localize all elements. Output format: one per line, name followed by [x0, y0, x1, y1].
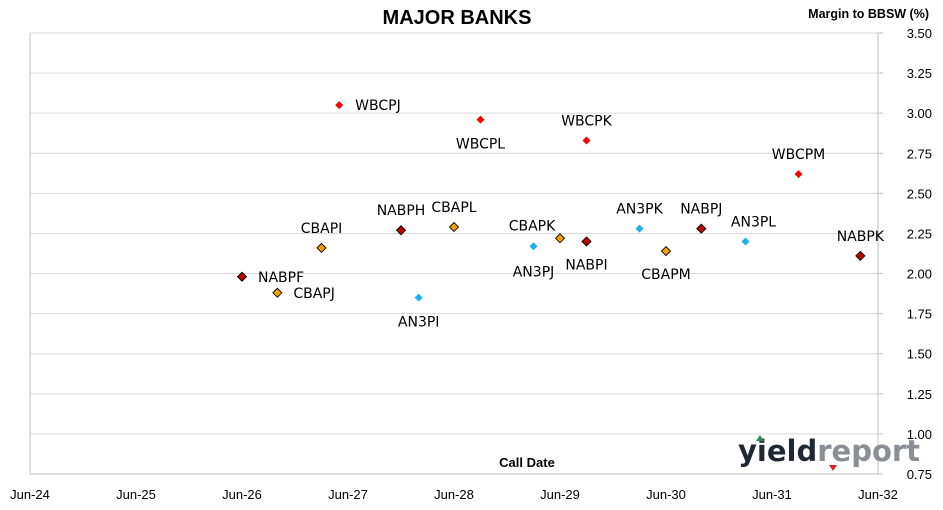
label-an3pl: AN3PL — [731, 214, 776, 230]
label-cbapj: CBAPJ — [293, 286, 335, 302]
point-an3pj — [529, 242, 538, 251]
point-an3pk — [635, 224, 644, 233]
y-tick-label: 1.00 — [907, 427, 932, 442]
logo-up-arrow-icon — [756, 435, 764, 441]
point-cbapj — [272, 287, 283, 298]
point-cbapk — [554, 233, 566, 244]
y-tick-label: 0.75 — [907, 467, 932, 482]
x-axis-ticks: Jun-24 Jun-25 Jun-26 Jun-27 Jun-28 Jun-29 Jun-… — [10, 487, 898, 502]
y-tick-label: 3.00 — [907, 106, 932, 121]
x-tick-label: Jun-28 — [434, 487, 474, 502]
chart-title: MAJOR BANKS — [383, 7, 532, 29]
point-wbcpm — [794, 170, 803, 179]
y-tick-label: 2.25 — [907, 226, 932, 241]
label-nabpi: NABPI — [565, 257, 607, 273]
point-nabph — [395, 225, 407, 236]
gridlines — [30, 32, 878, 435]
logo-text-light: report — [817, 434, 920, 468]
point-an3pi — [414, 293, 423, 302]
label-an3pk: AN3PK — [616, 202, 663, 218]
point-nabpj — [696, 223, 707, 234]
point-cbapi — [316, 242, 327, 254]
y-tick-label: 3.25 — [907, 66, 932, 81]
label-cbapk: CBAPK — [509, 218, 556, 234]
point-nabpk — [855, 250, 866, 262]
label-an3pj: AN3PJ — [513, 264, 555, 280]
label-nabph: NABPH — [377, 203, 426, 219]
y-tick-label: 1.25 — [907, 387, 932, 402]
x-tick-label: Jun-32 — [858, 487, 898, 502]
label-wbcpk: WBCPK — [561, 113, 612, 129]
label-wbcpm: WBCPM — [772, 147, 826, 163]
point-wbcpk — [582, 136, 591, 145]
point-nabpf — [236, 271, 248, 282]
y-axis-ticks: 0.75 1.00 1.25 1.50 1.75 2.00 2.25 2.50 2.75 3.00… — [878, 26, 932, 482]
x-tick-label: Jun-30 — [646, 487, 686, 502]
point-wbcpj — [335, 101, 344, 110]
x-tick-label: Jun-25 — [116, 487, 156, 502]
y-tick-label: 2.75 — [907, 146, 932, 161]
logo-wordmark: yieldreport — [738, 434, 920, 468]
point-cbapm — [660, 245, 672, 257]
yieldreport-logo: yieldreport — [738, 434, 920, 471]
y-tick-label: 1.50 — [907, 347, 932, 362]
label-nabpf: NABPF — [258, 270, 304, 286]
label-cbapi: CBAPI — [301, 221, 343, 237]
logo-text-dark: yield — [738, 434, 817, 468]
x-tick-label: Jun-24 — [10, 487, 50, 502]
point-wbcpl — [476, 115, 485, 124]
x-axis-label: Call Date — [499, 455, 555, 470]
y-tick-label: 2.00 — [907, 267, 932, 282]
y-axis-label: Margin to BBSW (%) — [808, 7, 929, 21]
label-an3pi: AN3PI — [398, 315, 440, 331]
point-labels: WBCPJ WBCPL WBCPK WBCPM NABPF NABPH NABPI NABPJ… — [258, 98, 885, 330]
x-tick-label: Jun-26 — [222, 487, 262, 502]
x-tick-label: Jun-27 — [328, 487, 368, 502]
label-wbcpj: WBCPJ — [355, 98, 401, 114]
label-wbcpl: WBCPL — [456, 137, 505, 153]
logo-down-arrow-icon — [829, 465, 837, 471]
y-tick-label: 1.75 — [907, 307, 932, 322]
point-nabpi — [581, 236, 592, 247]
label-cbapl: CBAPL — [431, 200, 476, 216]
y-tick-label: 3.50 — [907, 26, 932, 41]
y-tick-label: 2.50 — [907, 186, 932, 201]
data-points — [236, 101, 866, 302]
point-an3pl — [741, 237, 750, 246]
axes — [29, 33, 879, 475]
x-tick-label: Jun-31 — [752, 487, 792, 502]
x-tick-label: Jun-29 — [540, 487, 580, 502]
label-cbapm: CBAPM — [641, 267, 690, 283]
label-nabpj: NABPJ — [680, 202, 722, 218]
point-cbapl — [448, 221, 460, 233]
label-nabpk: NABPK — [837, 229, 885, 245]
